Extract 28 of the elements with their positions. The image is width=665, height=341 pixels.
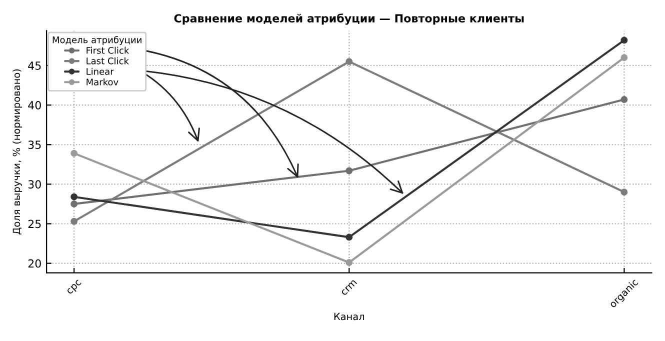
y-tick-label: 20 (28, 259, 41, 268)
y-tick-label: 25 (28, 220, 41, 228)
y-tick-label: 40 (28, 101, 41, 110)
legend-title: Модель атрибуции (52, 36, 142, 45)
y-tick-label: 30 (28, 180, 41, 189)
chart-title: Сравнение моделей атрибуции — Повторные клиенты (174, 14, 524, 25)
y-axis-title: Доля выручки, % (нормировано) (12, 69, 22, 234)
legend-label: Linear (86, 68, 114, 75)
point (70, 193, 78, 200)
y-tick-label: 35 (28, 140, 41, 150)
legend-label: Markov (86, 78, 118, 86)
point (346, 58, 353, 66)
point (70, 200, 78, 208)
point (620, 36, 628, 44)
legend-label: Last Click (86, 57, 129, 64)
point (620, 188, 628, 196)
point (346, 259, 353, 266)
legend-label: First Click (86, 46, 130, 54)
point (70, 150, 78, 157)
point (70, 218, 78, 225)
y-tick-label: 45 (28, 62, 41, 70)
x-axis-title: Канал (334, 312, 364, 320)
point (346, 167, 353, 174)
point (346, 234, 353, 241)
point (620, 54, 628, 62)
x-tick-label: cpc (66, 279, 83, 296)
x-tick-label: crm (340, 280, 358, 296)
point (620, 96, 628, 103)
